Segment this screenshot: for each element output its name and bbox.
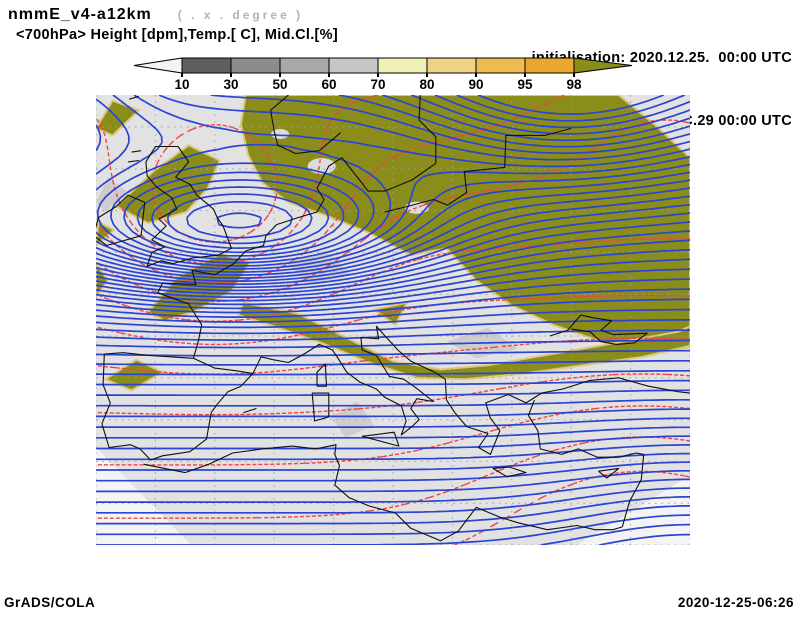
coastline — [243, 407, 257, 414]
grads-credit: GrADS/COLA — [4, 595, 96, 610]
coastline — [598, 467, 620, 479]
colorbar-segment — [524, 57, 575, 74]
coastline — [145, 145, 232, 267]
cloud-cover-colorbar: 10 30 50 60 70 80 90 95 98 — [133, 57, 633, 92]
coastline — [549, 314, 648, 345]
colorbar-segment — [181, 57, 232, 74]
coastline — [311, 392, 330, 422]
coastline — [101, 352, 254, 461]
header-left: nmmE_v4-a12km ( . x . degree ) <700hPa> H… — [8, 6, 338, 43]
colorbar-segment — [279, 57, 330, 74]
domain-edge-wedge — [96, 447, 191, 545]
colorbar-segment — [230, 57, 281, 74]
field-title: <700hPa> Height [dpm],Temp.[ C], Mid.Cl.… — [16, 27, 338, 43]
colorbar-tick-label: 95 — [517, 77, 533, 92]
contour-map — [96, 95, 690, 545]
coastline — [492, 466, 527, 478]
coastline — [277, 132, 342, 155]
coastline — [131, 150, 142, 153]
cloud-olive-patch — [146, 252, 252, 322]
coastline — [384, 127, 572, 213]
coastline — [128, 159, 139, 163]
colorbar-segment — [328, 57, 379, 74]
colorbar-tick-label: 50 — [272, 77, 287, 92]
colorbar-tick-label: 98 — [566, 77, 582, 92]
colorbar-segment — [426, 57, 477, 74]
coastline — [316, 363, 328, 387]
colorbar-right-arrow — [573, 57, 633, 74]
colorbar-tick-label: 70 — [370, 77, 385, 92]
coastline — [157, 95, 437, 359]
coastline — [143, 444, 623, 542]
cloud-gray-patch — [331, 401, 374, 438]
map-area — [0, 85, 800, 590]
colorbar-tick-label: 80 — [419, 77, 434, 92]
coastline — [252, 325, 690, 455]
colorbar-tick-label: 90 — [468, 77, 483, 92]
colorbar-tick-label: 60 — [321, 77, 336, 92]
grid-degree-note: ( . x . degree ) — [177, 8, 304, 22]
model-title: nmmE_v4-a12km — [8, 6, 152, 23]
coastline — [96, 194, 146, 247]
coastline — [129, 95, 139, 100]
creation-timestamp: 2020-12-25-06:26 — [677, 595, 794, 610]
coastline — [361, 431, 400, 447]
colorbar-segment — [475, 57, 526, 74]
cloud-olive-patch — [96, 261, 110, 299]
title-line: nmmE_v4-a12km ( . x . degree ) — [8, 6, 338, 24]
colorbar-left-arrow — [133, 57, 183, 74]
cloud-olive-patch — [237, 301, 690, 381]
coastline — [270, 95, 289, 146]
coastline — [527, 399, 645, 528]
colorbar-tick-label: 10 — [174, 77, 189, 92]
colorbar-segment — [377, 57, 428, 74]
colorbar-tick-label: 30 — [223, 77, 238, 92]
